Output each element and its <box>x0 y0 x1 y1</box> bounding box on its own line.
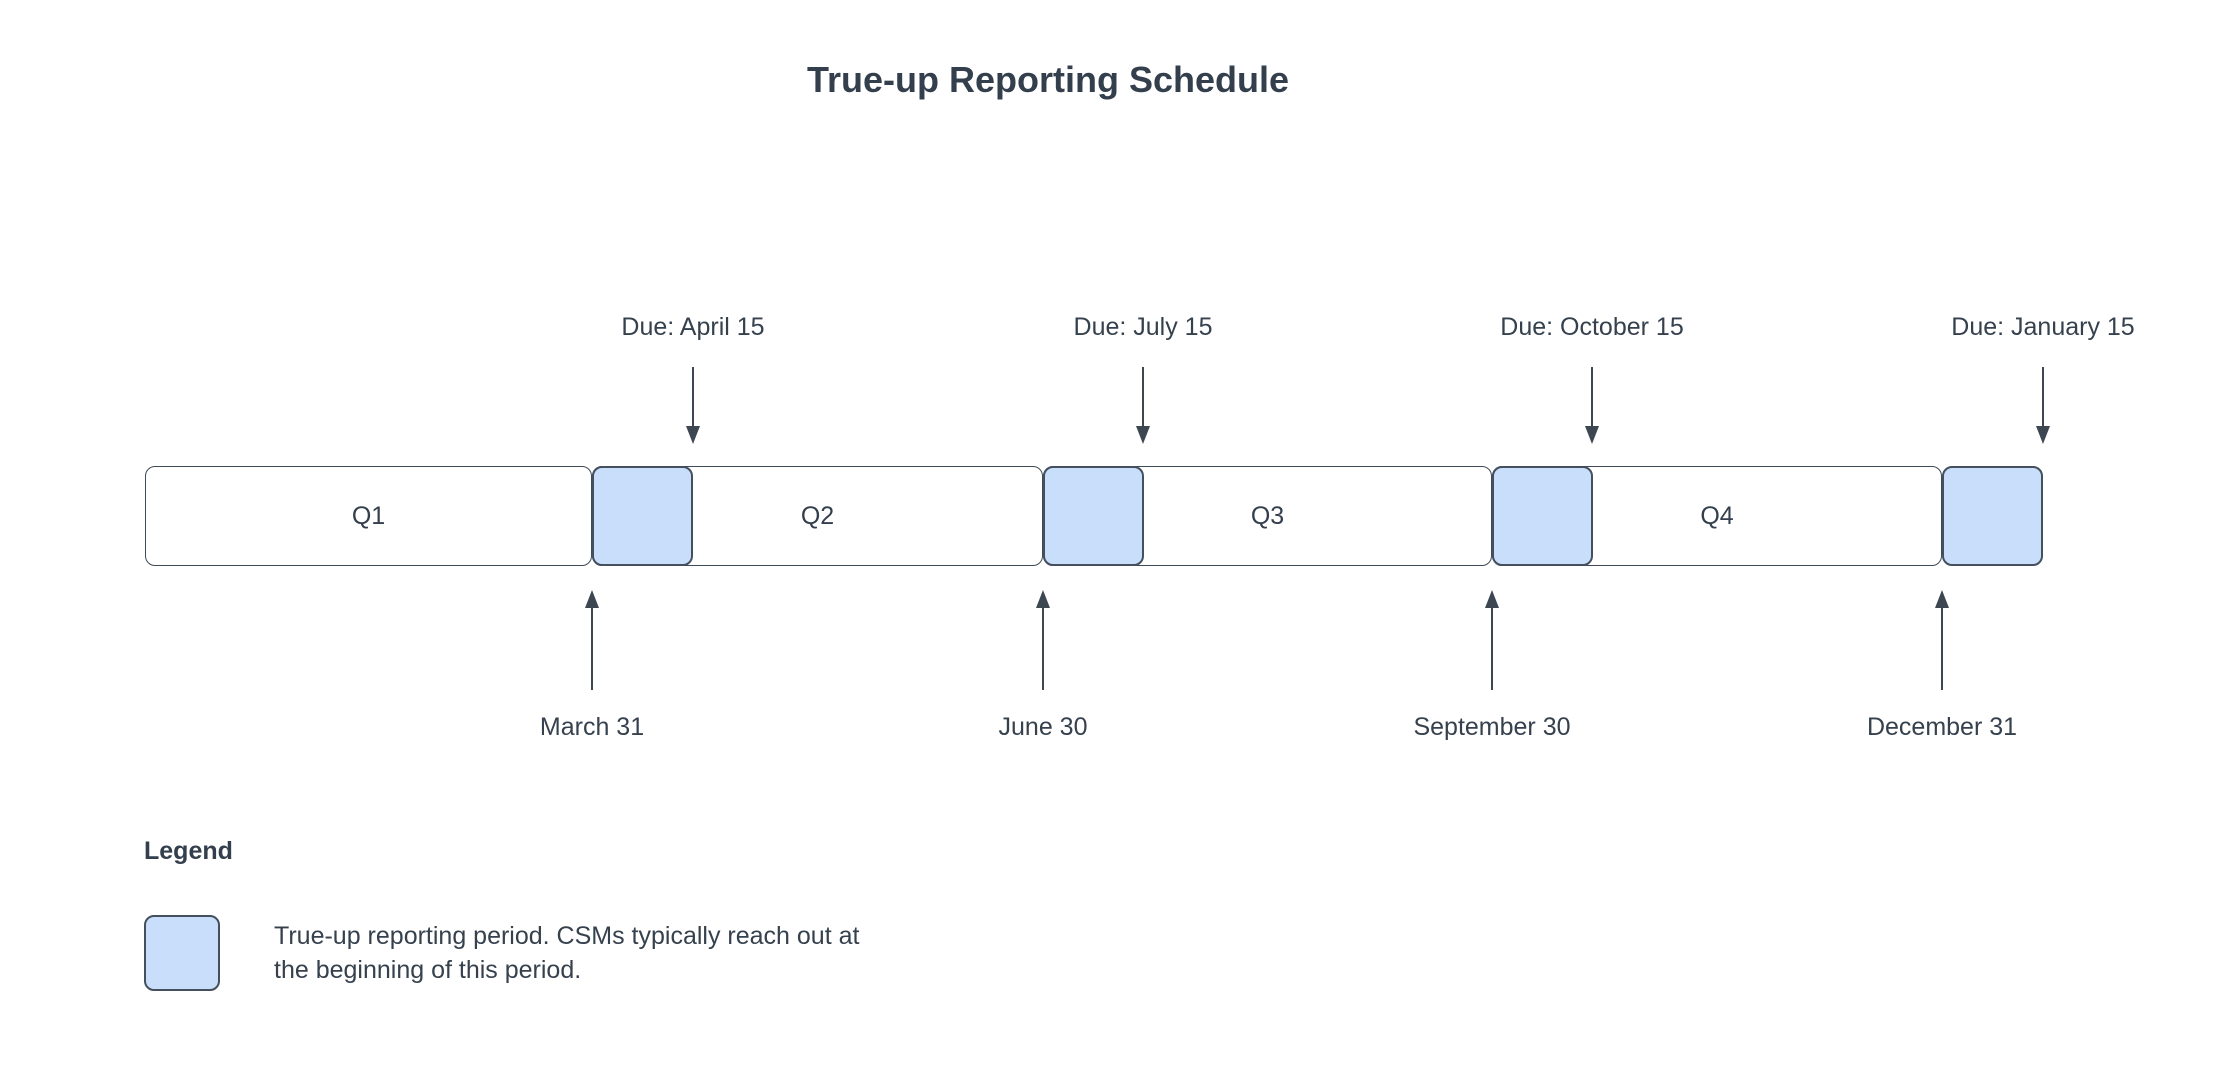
quarter-box-q1: Q1 <box>145 466 592 566</box>
arrow-up-line <box>1042 606 1044 690</box>
arrow-down-line <box>1591 367 1593 428</box>
diagram-title: True-up Reporting Schedule <box>806 59 1290 100</box>
quarter-end-label: December 31 <box>1866 713 2018 741</box>
trueup-period-block <box>1043 466 1144 566</box>
arrow-up-head <box>1935 590 1949 608</box>
due-date-label: Due: April 15 <box>621 313 765 341</box>
arrow-up-line <box>1491 606 1493 690</box>
arrow-down-head <box>1585 426 1599 444</box>
due-date-label: Due: January 15 <box>1951 313 2135 341</box>
arrow-up-head <box>1036 590 1050 608</box>
arrow-down-head <box>686 426 700 444</box>
arrow-up-line <box>1941 606 1943 690</box>
quarter-end-label: June 30 <box>998 713 1088 741</box>
legend-heading: Legend <box>144 837 233 865</box>
quarter-label: Q3 <box>1250 501 1285 530</box>
trueup-period-block <box>1942 466 2043 566</box>
arrow-down-line <box>1142 367 1144 428</box>
trueup-period-block <box>592 466 693 566</box>
trueup-period-block <box>1492 466 1593 566</box>
legend-description-line: the beginning of this period. <box>274 956 582 984</box>
arrow-up-head <box>1485 590 1499 608</box>
arrow-up-line <box>591 606 593 690</box>
arrow-up-head <box>585 590 599 608</box>
quarter-label: Q1 <box>351 501 386 530</box>
quarter-label: Q4 <box>1700 501 1734 530</box>
arrow-down-head <box>1136 426 1150 444</box>
quarter-label: Q2 <box>800 501 835 530</box>
arrow-down-line <box>692 367 694 428</box>
due-date-label: Due: October 15 <box>1500 313 1684 341</box>
arrow-down-line <box>2042 367 2044 428</box>
arrow-down-head <box>2036 426 2050 444</box>
legend-description-line: True-up reporting period. CSMs typically… <box>274 922 860 950</box>
quarter-end-label: September 30 <box>1413 713 1571 741</box>
due-date-label: Due: July 15 <box>1073 313 1213 341</box>
legend-swatch <box>144 915 220 991</box>
quarter-end-label: March 31 <box>539 713 645 741</box>
legend-description: True-up reporting period. CSMs typically… <box>274 919 859 987</box>
